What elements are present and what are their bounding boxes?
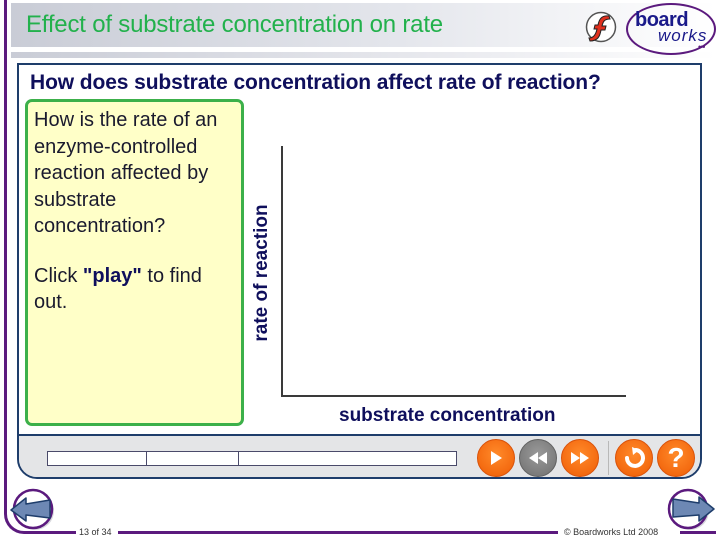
play-icon (491, 451, 502, 465)
next-slide-button[interactable] (667, 486, 717, 532)
help-icon: ? (667, 442, 685, 473)
frame-bottom-border (680, 531, 716, 534)
graph-y-axis (281, 146, 283, 397)
y-axis-label: rate of reaction (251, 204, 272, 342)
title-underline-strip (11, 52, 716, 58)
frame-bottom-border (40, 531, 76, 534)
info-question: How is the rate of an enzyme-controlled … (34, 109, 218, 237)
logo-text-board: board (635, 9, 689, 31)
rewind-icon (529, 452, 547, 464)
logo-dots: ••• (698, 42, 706, 52)
previous-arrow-icon (10, 488, 54, 530)
cta-suffix: to find out. (34, 264, 202, 314)
control-separator (608, 441, 609, 475)
frame-bottom-border (118, 531, 558, 534)
fast-forward-button[interactable] (561, 439, 599, 477)
panel-heading: How does substrate concentration affect … (30, 71, 601, 94)
frame-corner (4, 488, 44, 534)
flash-logo-icon (585, 10, 617, 44)
graph-x-axis (281, 395, 626, 397)
cta-play-word: "play" (82, 264, 142, 287)
activity-panel: How does substrate concentration affect … (17, 63, 702, 479)
copyright-notice: © Boardworks Ltd 2008 (564, 527, 659, 537)
control-bar: ? (19, 434, 700, 477)
page-number: 13 of 34 (79, 527, 112, 537)
rewind-button[interactable] (519, 439, 557, 477)
fast-forward-icon (571, 452, 589, 464)
logo-oval (626, 3, 716, 55)
replay-button[interactable] (615, 439, 653, 477)
slide-title: Effect of substrate concentration on rat… (26, 11, 443, 38)
animation-progress-bar[interactable] (47, 451, 457, 466)
progress-divider (238, 452, 239, 465)
info-instruction: Click "play" to find out. (34, 263, 235, 316)
next-arrow-icon (667, 488, 715, 530)
cta-prefix: Click (34, 264, 83, 287)
frame-left-border (4, 0, 7, 505)
play-button[interactable] (477, 439, 515, 477)
progress-divider (146, 452, 147, 465)
help-button[interactable]: ? (657, 439, 695, 477)
logo-text-works: works (658, 26, 708, 45)
x-axis-label: substrate concentration (339, 405, 556, 426)
previous-slide-button[interactable] (8, 488, 58, 534)
info-box: How is the rate of an enzyme-controlled … (25, 99, 244, 426)
replay-icon (625, 447, 645, 468)
boardworks-logo: board works ••• (626, 3, 718, 57)
